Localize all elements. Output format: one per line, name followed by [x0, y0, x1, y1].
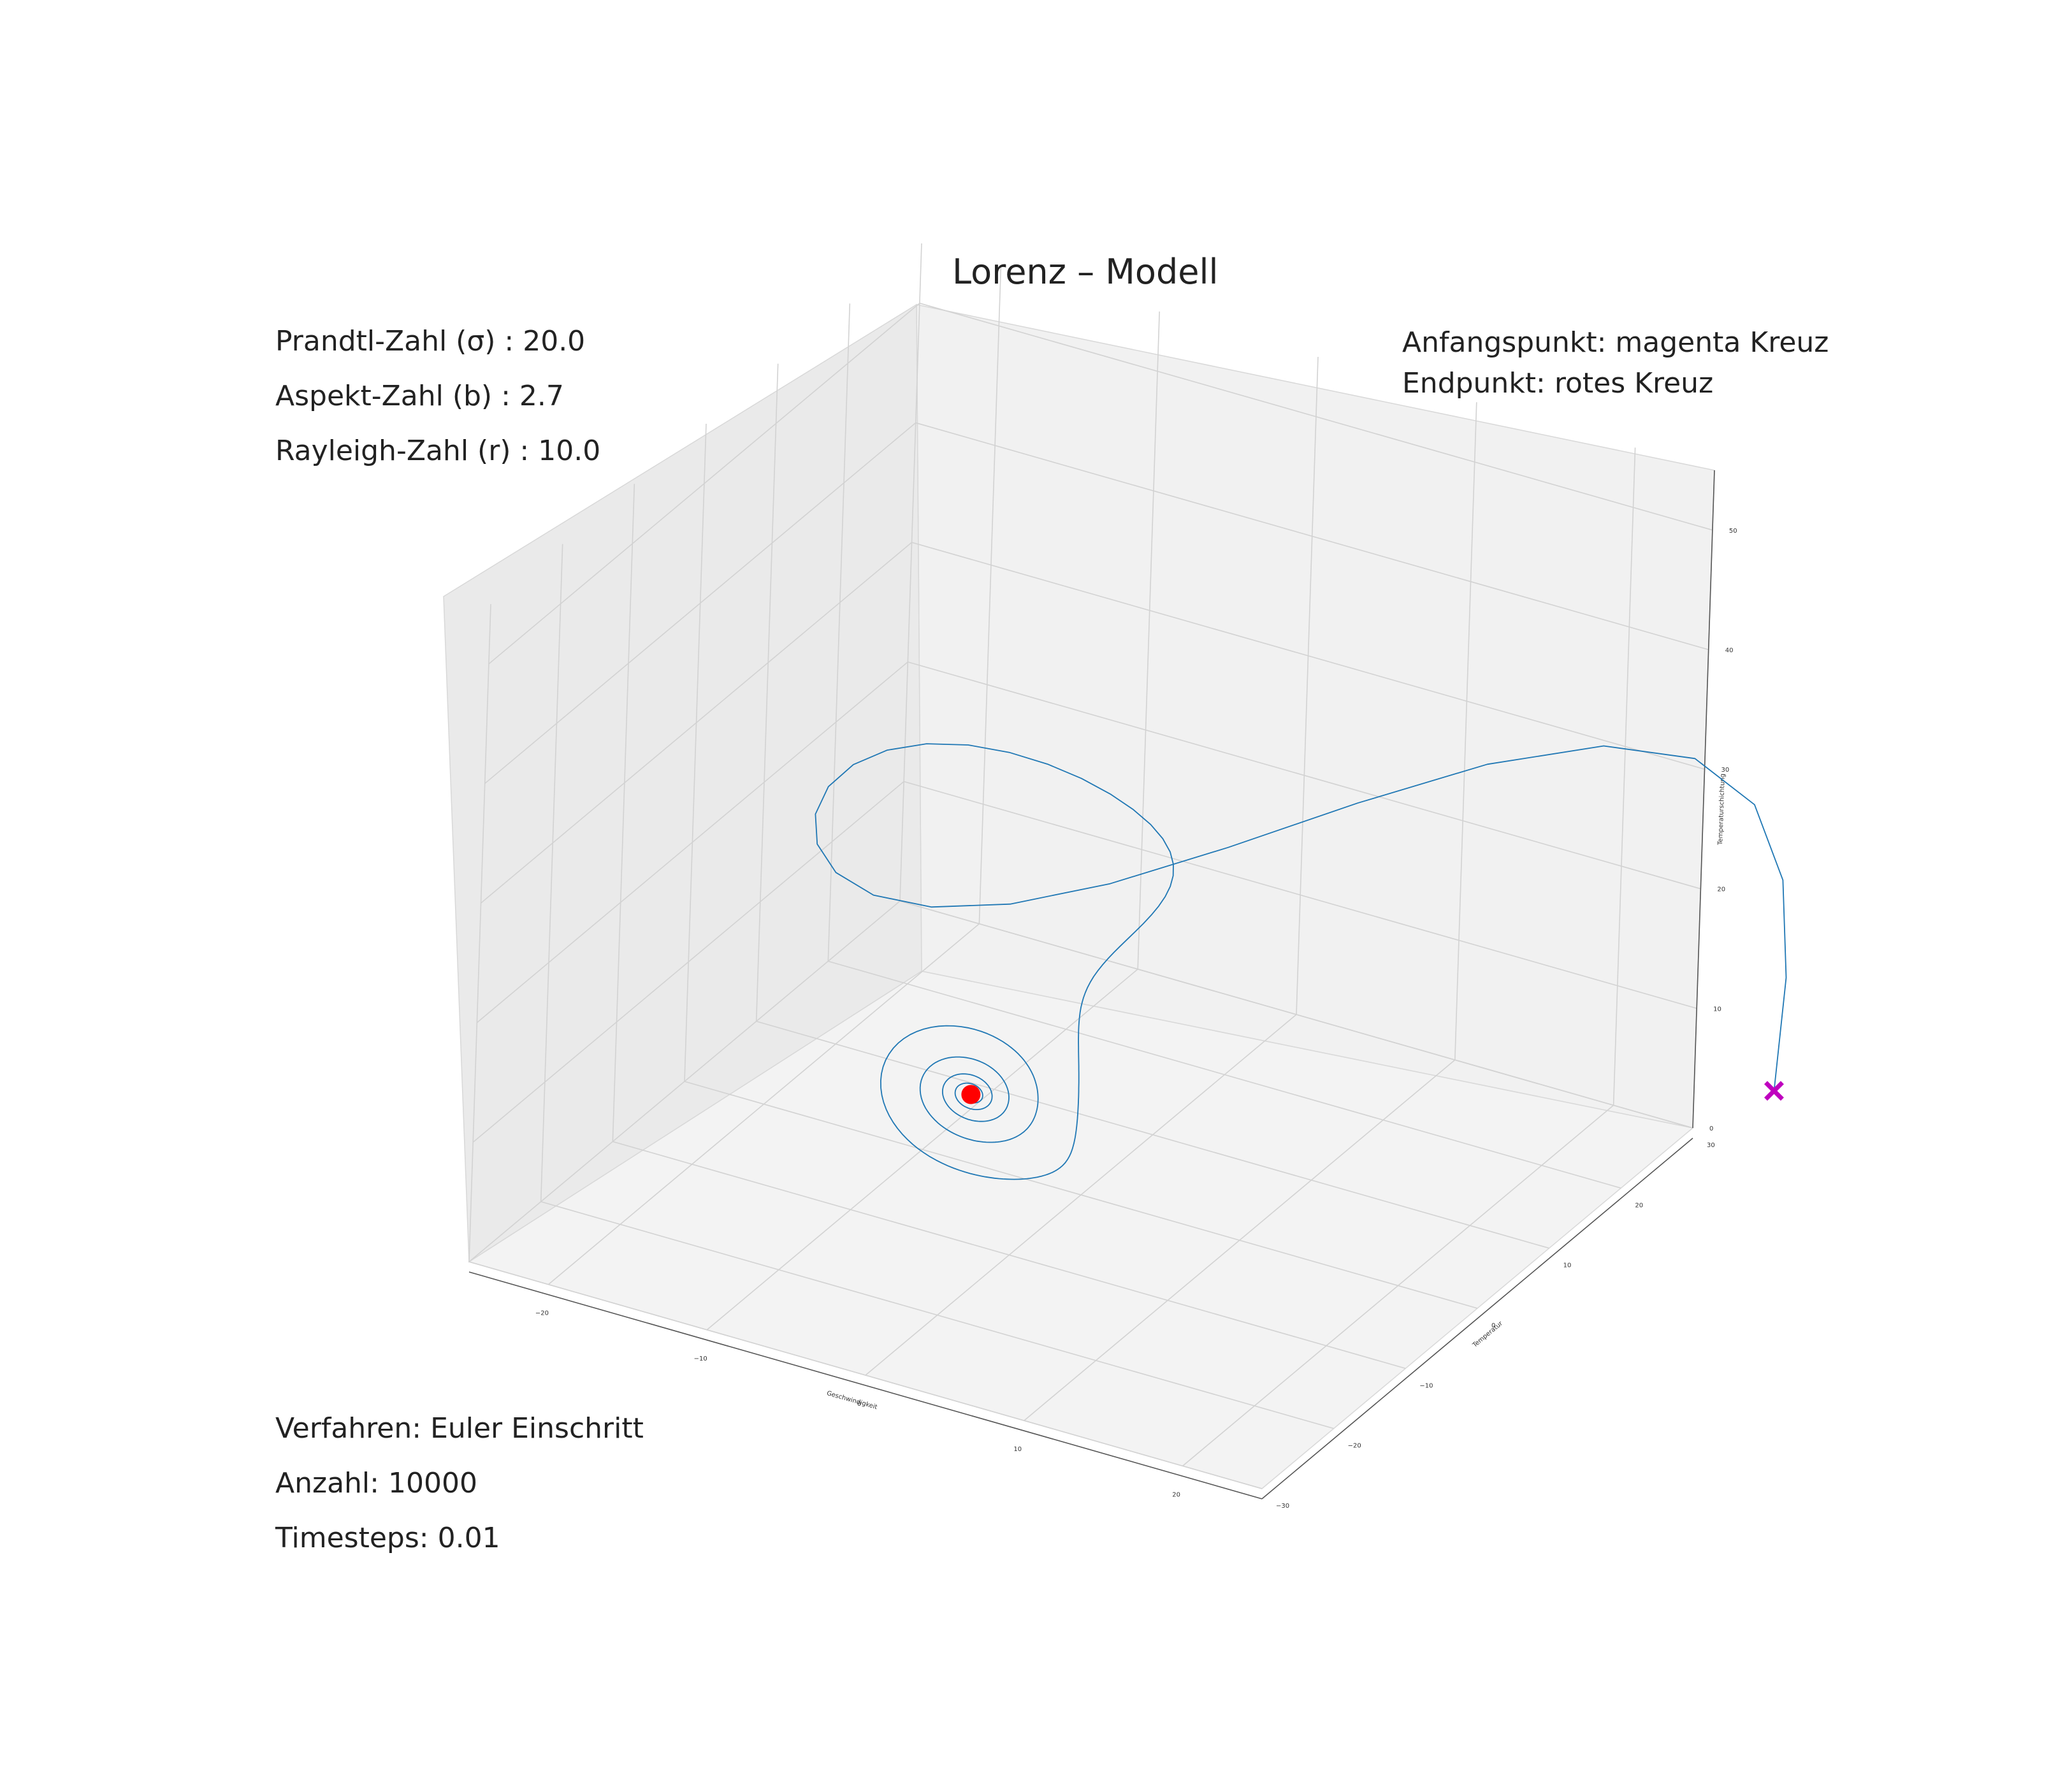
- grid-line-z-back: [915, 422, 1709, 651]
- z-tick-label: 10: [1713, 1006, 1721, 1013]
- z-tick-label: 0: [1709, 1125, 1713, 1132]
- grid-line-y-left: [827, 303, 851, 962]
- grid-line-y-floor: [828, 960, 1621, 1189]
- y-axis-label: Temperatur: [1471, 1320, 1504, 1350]
- x-axis-line: [468, 1271, 1263, 1499]
- x-tick-label: −20: [535, 1310, 549, 1317]
- y-tick-label: −10: [1419, 1382, 1433, 1389]
- grid-line-y-left: [899, 243, 922, 902]
- count-label: Anzahl: 10000: [275, 1467, 477, 1499]
- markers: [961, 1081, 1784, 1104]
- start-marker: [1764, 1081, 1784, 1101]
- grid-line-z-left: [468, 900, 901, 1262]
- timestep-label: Timesteps: 0.01: [275, 1522, 500, 1554]
- legend-start-point: Anfangspunkt: magenta Kreuz: [1402, 326, 1829, 359]
- grid-line-z-left: [481, 542, 913, 904]
- y-tick-label: −30: [1276, 1503, 1289, 1510]
- grid-line-x-back: [978, 266, 1002, 924]
- param-rayleigh: Rayleigh-Zahl (r) : 10.0: [275, 435, 601, 467]
- param-aspekt: Aspekt-Zahl (b) : 2.7: [275, 380, 564, 412]
- grid-line-z-left: [476, 661, 908, 1023]
- grid-line-y-left: [684, 423, 707, 1082]
- grid-line-z-left: [484, 422, 917, 784]
- y-axis-line: [1261, 1138, 1693, 1499]
- x-tick-label: 20: [1172, 1491, 1180, 1498]
- grid-line-y-floor: [684, 1081, 1478, 1309]
- z-axis-line: [1692, 470, 1715, 1129]
- x-tick-label: 0: [857, 1401, 861, 1408]
- grid-line-z-back: [908, 661, 1701, 890]
- grid-line-y-floor: [540, 1201, 1334, 1429]
- legend-end-point: Endpunkt: rotes Kreuz: [1402, 367, 1714, 400]
- grid-line-x-back: [1137, 311, 1160, 969]
- grid-line-z-back: [919, 303, 1713, 531]
- chart-title: Lorenz – Modell: [952, 252, 1219, 292]
- grid-line-y-left: [755, 363, 779, 1022]
- grid-line-z-left: [488, 303, 920, 665]
- y-tick-label: −20: [1348, 1443, 1361, 1450]
- grid-line-y-floor: [612, 1141, 1406, 1369]
- method-label: Verfahren: Euler Einschritt: [275, 1412, 644, 1445]
- param-prandtl: Prandtl-Zahl (σ) : 20.0: [275, 325, 586, 358]
- z-tick-label: 20: [1717, 886, 1725, 893]
- z-axis-label: Temperaturschichtung: [1717, 774, 1727, 846]
- y-tick-label: 30: [1707, 1142, 1715, 1149]
- y-tick-label: 20: [1635, 1202, 1643, 1209]
- x-tick-label: −10: [694, 1355, 707, 1362]
- z-tick-label: 40: [1725, 647, 1734, 654]
- x-tick-label: 10: [1013, 1446, 1022, 1453]
- tick-labels: −20 −10 0 10 20 −30 −20 −10 0 10 20 30 0 10 20 30 40 50: [535, 528, 1737, 1510]
- grid-line-x-back: [1454, 402, 1477, 1060]
- grid-line-y-left: [540, 544, 563, 1202]
- y-tick-label: 0: [1491, 1322, 1495, 1329]
- grid-line-z-left: [472, 781, 904, 1143]
- grid-line-z-back: [899, 900, 1693, 1129]
- z-tick-label: 50: [1729, 528, 1737, 535]
- grid-line-y-floor: [756, 1020, 1549, 1249]
- grid-line-y-floor: [468, 1261, 1263, 1489]
- z-tick-label: 30: [1721, 767, 1730, 774]
- x-axis-label: Geschwindigkeit: [826, 1390, 878, 1411]
- grid-line-y-left: [612, 484, 635, 1142]
- axis-panes: [443, 303, 1715, 1489]
- grid-line-z-back: [903, 781, 1697, 1009]
- gridlines: [468, 243, 1713, 1489]
- grid-line-y-left: [468, 603, 491, 1262]
- grid-line-x-back: [1296, 356, 1319, 1015]
- end-marker: [961, 1085, 981, 1104]
- axis-lines: [468, 470, 1715, 1499]
- y-tick-label: 10: [1563, 1262, 1572, 1269]
- grid-line-z-back: [911, 542, 1705, 770]
- grid-line-x-back: [1612, 447, 1636, 1106]
